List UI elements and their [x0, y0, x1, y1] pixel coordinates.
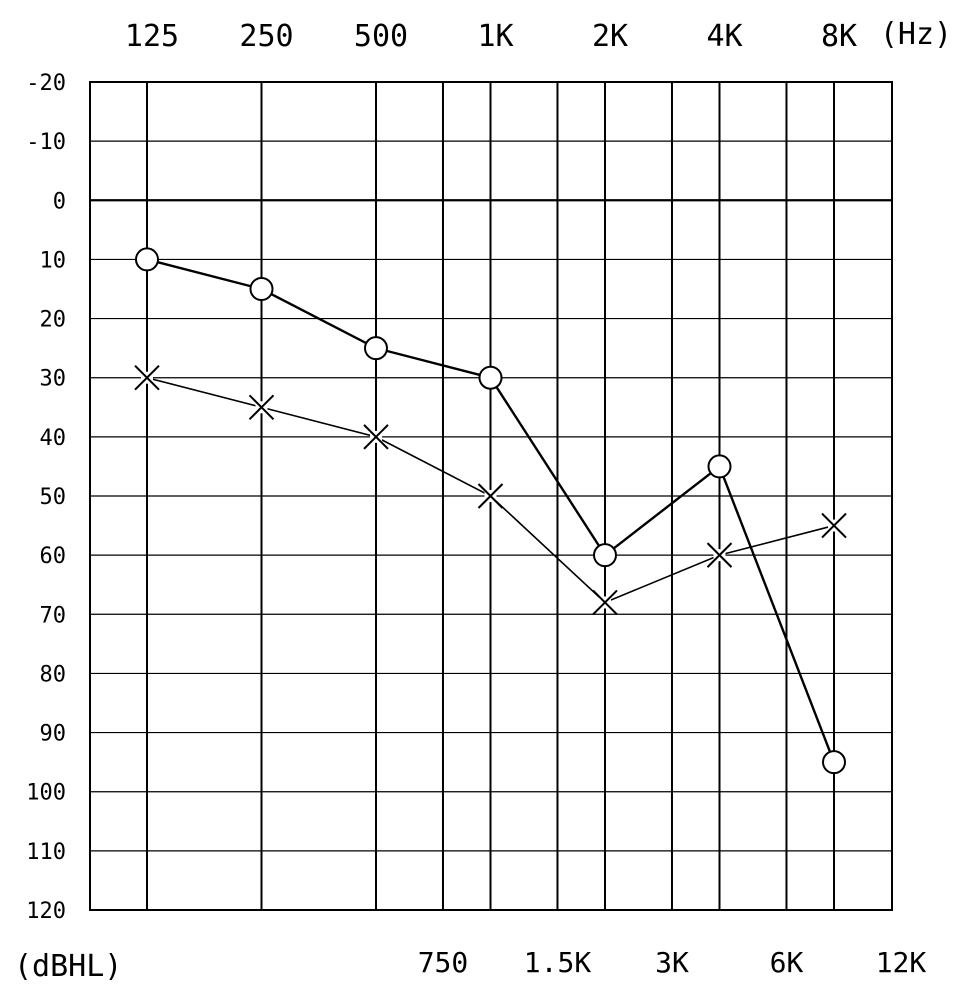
y-tick-label: 50: [40, 485, 67, 510]
y-tick-label: 90: [40, 722, 67, 747]
data-point-cross: [134, 365, 160, 391]
data-point-cross: [821, 512, 847, 539]
x-tick-label-bottom: 12K: [876, 946, 927, 979]
data-point-circle: [707, 454, 732, 479]
data-point-cross: [706, 542, 733, 568]
y-tick-label: 40: [40, 426, 67, 451]
x-tick-label-bottom: 1.5K: [524, 946, 592, 979]
y-tick-label: -20: [26, 71, 66, 96]
data-point-circle: [478, 365, 503, 390]
x-tick-label-top: 1K: [477, 19, 513, 54]
series-layer: [134, 247, 847, 775]
y-tick-label: -10: [26, 130, 66, 155]
x-tick-label-bottom: 6K: [770, 946, 804, 979]
y-axis-unit: (dBHL): [14, 949, 122, 984]
labels: -20 -10 0 10 20 30 40 50 60 70 80 90 100 110 120 125 250…: [14, 17, 952, 984]
x-tick-label-bottom: 3K: [655, 946, 689, 979]
data-point-circle: [249, 277, 274, 301]
y-tick-label: 0: [53, 189, 66, 214]
x-tick-label-top: 125: [125, 19, 179, 54]
y-tick-label: 80: [40, 662, 67, 687]
x-tick-label-bottom: 750: [418, 946, 469, 979]
grid: [89, 81, 893, 911]
y-tick-label: 110: [26, 840, 66, 865]
x-axis-unit: (Hz): [880, 17, 952, 52]
x-tick-label-top: 4K: [706, 19, 742, 54]
x-tick-label-top: 8K: [821, 19, 857, 54]
data-point-circle: [135, 247, 159, 272]
x-tick-label-top: 500: [354, 19, 408, 54]
data-point-cross: [363, 424, 389, 450]
data-point-cross: [592, 589, 618, 616]
y-tick-label: 120: [26, 899, 66, 924]
y-tick-label: 70: [40, 603, 67, 628]
x-tick-label-top: 250: [239, 19, 293, 54]
y-tick-label: 60: [40, 544, 67, 569]
data-point-cross: [477, 483, 504, 509]
data-point-circle: [593, 543, 617, 568]
y-tick-label: 20: [40, 308, 67, 333]
data-point-circle: [364, 336, 388, 361]
y-tick-label: 100: [26, 781, 66, 806]
y-tick-label: 30: [40, 367, 67, 392]
data-point-circle: [822, 750, 846, 775]
y-tick-label: 10: [40, 248, 67, 273]
x-tick-label-top: 2K: [592, 19, 628, 54]
data-point-cross: [248, 394, 275, 420]
